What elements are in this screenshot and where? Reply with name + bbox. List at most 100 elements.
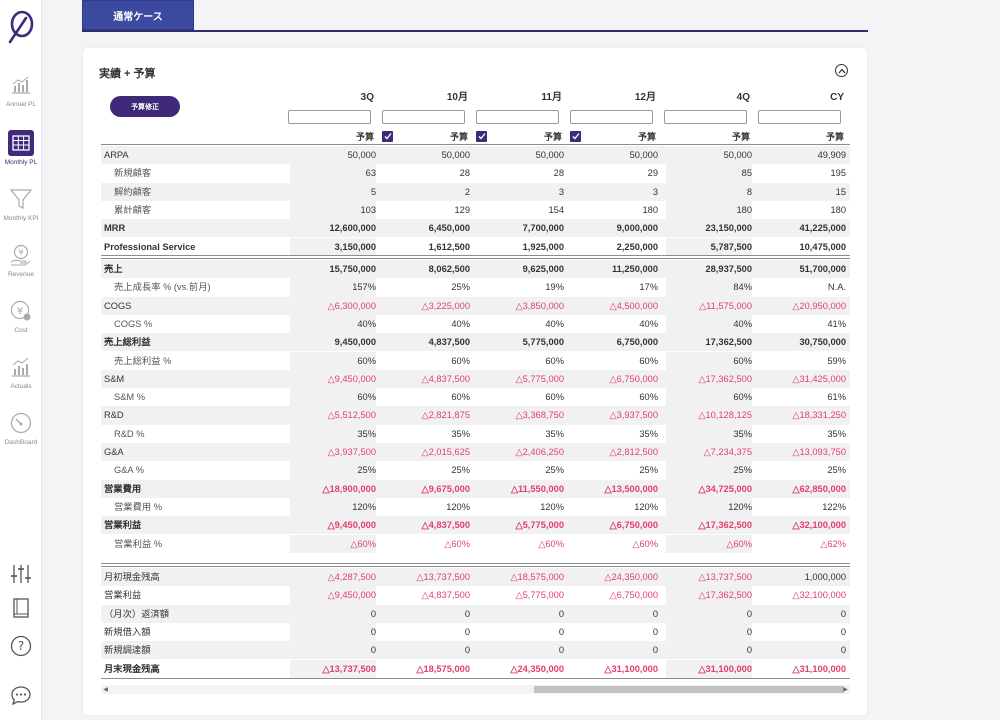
table-cell[interactable]: 60% — [451, 392, 470, 403]
table-cell[interactable]: 25% — [451, 282, 470, 293]
table-cell[interactable]: △11,550,000 — [510, 483, 564, 494]
book-icon[interactable] — [9, 597, 33, 621]
table-cell[interactable]: 3 — [558, 186, 564, 197]
table-cell[interactable]: 85 — [666, 164, 752, 183]
table-cell[interactable]: △9,450,000 — [327, 373, 376, 384]
table-cell[interactable]: 17,362,500 — [705, 337, 752, 348]
table-cell[interactable]: 60% — [639, 392, 658, 403]
table-cell[interactable]: 35% — [666, 424, 752, 443]
table-cell[interactable]: 103 — [290, 200, 376, 220]
table-cell[interactable]: 1,000,000 — [804, 572, 846, 582]
table-cell[interactable]: △17,362,500 — [666, 586, 752, 605]
table-cell[interactable]: 0 — [558, 608, 564, 619]
table-cell[interactable]: △4,837,500 — [421, 520, 470, 531]
table-cell[interactable]: 60% — [451, 355, 470, 366]
table-cell[interactable]: 0 — [840, 645, 846, 656]
table-cell[interactable]: △3,937,500 — [327, 447, 376, 457]
table-cell[interactable]: △5,512,500 — [327, 410, 376, 421]
table-cell[interactable]: 0 — [840, 608, 846, 619]
table-cell[interactable]: 120% — [666, 497, 752, 517]
app-logo-icon[interactable] — [6, 8, 36, 44]
table-cell[interactable]: △60% — [290, 534, 376, 553]
table-cell[interactable]: △13,093,750 — [792, 447, 846, 457]
table-cell[interactable]: △20,950,000 — [792, 300, 846, 311]
table-cell[interactable]: 50,000 — [629, 150, 658, 160]
table-cell[interactable]: 50,000 — [723, 150, 752, 160]
table-cell[interactable]: 0 — [370, 608, 376, 619]
table-cell[interactable]: 120% — [540, 501, 564, 512]
table-cell[interactable]: 15 — [835, 186, 846, 197]
table-cell[interactable]: △60% — [444, 538, 470, 549]
column-filter-input[interactable] — [758, 110, 841, 124]
table-cell[interactable]: △60% — [538, 538, 564, 549]
sidebar-item-actuals[interactable]: Actuals — [0, 354, 42, 390]
table-cell[interactable]: 40% — [639, 318, 658, 329]
table-cell[interactable]: △13,500,000 — [604, 483, 658, 494]
table-cell[interactable]: 0 — [746, 645, 752, 656]
table-cell[interactable]: △4,837,500 — [421, 373, 470, 384]
table-cell[interactable]: △3,937,500 — [609, 410, 658, 421]
table-cell[interactable]: 120% — [446, 501, 470, 512]
table-cell[interactable]: 50,000 — [347, 150, 376, 160]
table-cell[interactable]: 28 — [459, 168, 470, 179]
table-cell[interactable]: 0 — [558, 645, 564, 656]
table-cell[interactable]: 35% — [545, 428, 564, 439]
table-cell[interactable]: △18,575,000 — [510, 572, 564, 582]
table-cell[interactable]: 29 — [647, 168, 658, 179]
table-cell[interactable]: 3,150,000 — [290, 237, 376, 256]
table-cell[interactable]: 0 — [464, 645, 470, 656]
table-cell[interactable]: △2,821,875 — [421, 410, 470, 421]
table-cell[interactable]: 50,000 — [441, 150, 470, 160]
table-cell[interactable]: △17,362,500 — [698, 520, 752, 531]
checkbox-checked-icon[interactable] — [476, 130, 487, 142]
table-cell[interactable]: 59% — [827, 355, 846, 366]
table-cell[interactable]: △32,100,000 — [792, 520, 846, 531]
sidebar-item-revenue[interactable]: ¥ Revenue — [0, 242, 42, 278]
column-filter-input[interactable] — [382, 110, 465, 124]
table-cell[interactable]: 5,775,000 — [522, 337, 564, 348]
table-cell[interactable]: △13,737,500 — [416, 572, 470, 582]
table-cell[interactable]: 28 — [553, 168, 564, 179]
table-cell[interactable]: 3 — [652, 186, 658, 197]
table-cell[interactable]: 0 — [464, 626, 470, 637]
chat-icon[interactable] — [9, 684, 33, 708]
table-cell[interactable]: △32,100,000 — [792, 590, 846, 601]
table-cell[interactable]: 9,000,000 — [616, 223, 658, 234]
table-cell[interactable]: 2 — [464, 186, 470, 197]
table-cell[interactable]: 0 — [652, 645, 658, 656]
table-cell[interactable]: △62,850,000 — [792, 483, 846, 494]
table-cell[interactable]: 49,909 — [817, 150, 846, 160]
table-cell[interactable]: 1,925,000 — [522, 241, 564, 252]
table-cell[interactable]: △10,128,125 — [698, 410, 752, 421]
sidebar-item-monthly-kpi[interactable]: Monthly KPI — [0, 186, 42, 222]
table-cell[interactable]: △31,100,000 — [666, 659, 752, 678]
table-cell[interactable]: △2,812,500 — [609, 447, 658, 457]
table-cell[interactable]: △18,331,250 — [792, 410, 846, 421]
table-cell[interactable]: 35% — [290, 424, 376, 443]
table-cell[interactable]: 60% — [545, 392, 564, 403]
table-cell[interactable]: 25% — [545, 465, 564, 476]
table-cell[interactable]: 40% — [451, 318, 470, 329]
table-cell[interactable]: △24,350,000 — [510, 663, 564, 674]
table-cell[interactable]: 120% — [634, 501, 658, 512]
column-filter-input[interactable] — [570, 110, 653, 124]
table-cell[interactable]: △6,750,000 — [609, 520, 658, 531]
table-cell[interactable]: 0 — [370, 645, 376, 656]
table-cell[interactable]: △11,575,000 — [699, 300, 752, 311]
table-cell[interactable]: 28,937,500 — [705, 264, 752, 274]
table-cell[interactable]: 0 — [290, 622, 376, 642]
table-cell[interactable]: △60% — [632, 538, 658, 549]
table-cell[interactable]: 60% — [666, 388, 752, 407]
collapse-icon[interactable] — [835, 64, 848, 77]
table-cell[interactable]: 35% — [451, 428, 470, 439]
table-cell[interactable]: 0 — [558, 626, 564, 637]
table-cell[interactable]: △5,775,000 — [515, 520, 564, 531]
table-cell[interactable]: △6,300,000 — [327, 300, 376, 311]
table-cell[interactable]: △17,362,500 — [698, 373, 752, 384]
table-cell[interactable]: 60% — [290, 351, 376, 370]
table-cell[interactable]: △2,406,250 — [515, 447, 564, 457]
table-cell[interactable]: 1,612,500 — [428, 241, 470, 252]
table-cell[interactable]: 60% — [666, 351, 752, 370]
table-cell[interactable]: 9,625,000 — [522, 264, 564, 274]
table-cell[interactable]: 180 — [830, 204, 846, 215]
